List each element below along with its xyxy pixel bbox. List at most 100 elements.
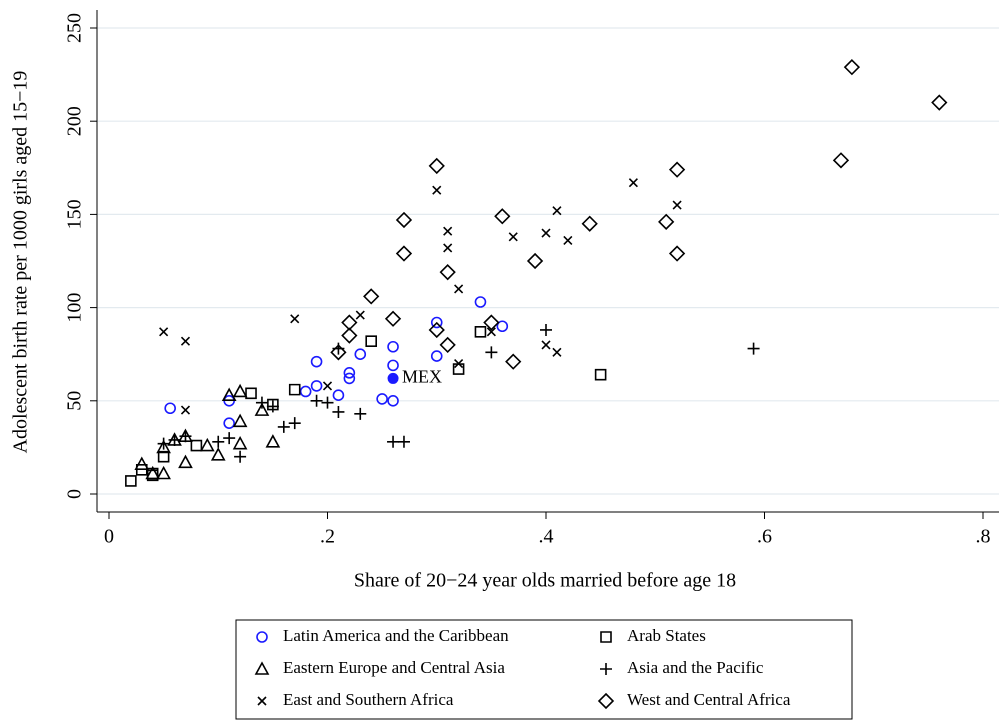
marker-x (552, 347, 562, 357)
marker-square (157, 450, 170, 463)
marker-triangle (265, 434, 281, 448)
marker-triangle (221, 387, 237, 402)
marker-circle (256, 631, 268, 643)
marker-x (541, 228, 551, 238)
marker-diamond (330, 344, 347, 361)
legend-item: Latin America and the Caribbean (256, 626, 509, 645)
marker-x (443, 226, 453, 236)
marker-diamond (341, 327, 358, 344)
marker-triangle (254, 402, 270, 416)
marker-circle (354, 348, 367, 360)
marker-x (159, 327, 169, 337)
marker-plus (332, 405, 345, 418)
x-axis-title: Share of 20−24 year olds married before … (354, 570, 736, 592)
marker-x (443, 243, 453, 253)
legend-label: Arab States (627, 626, 706, 645)
marker-plus (485, 346, 498, 359)
marker-x (454, 358, 464, 369)
marker-square (600, 631, 612, 643)
marker-circle (343, 367, 356, 379)
marker-x (355, 310, 365, 320)
marker-circle (387, 359, 399, 372)
x-tick-label: .6 (757, 526, 772, 548)
x-tick-label: 0 (104, 526, 114, 548)
marker-diamond (526, 252, 544, 270)
marker-circle (299, 385, 312, 398)
annotation-label: MEX (402, 367, 442, 387)
marker-plus (540, 323, 552, 336)
marker-x (180, 336, 191, 346)
x-tick-label: .2 (320, 526, 335, 548)
marker-square (190, 439, 203, 452)
y-tick-label: 200 (64, 106, 86, 136)
marker-circle (387, 341, 399, 353)
marker-plus (747, 342, 760, 355)
marker-triangle (156, 439, 171, 454)
marker-circle (310, 380, 323, 392)
marker-plus (397, 435, 410, 448)
legend-box (235, 619, 853, 720)
marker-triangle (232, 383, 248, 398)
marker-square (594, 368, 607, 381)
marker-diamond (668, 161, 686, 178)
marker-diamond (581, 215, 598, 232)
legend-label: East and Southern Africa (283, 690, 454, 709)
marker-diamond (668, 245, 686, 262)
marker-circle (343, 372, 356, 385)
marker-plus (277, 420, 290, 433)
marker-plus (354, 407, 367, 420)
marker-plus (321, 396, 334, 409)
marker-plus (157, 437, 170, 450)
marker-triangle (145, 465, 161, 480)
marker-x (257, 696, 267, 706)
marker-triangle (254, 661, 270, 675)
marker-plus (255, 396, 268, 409)
marker-circle (474, 296, 487, 308)
y-tick-label: 50 (64, 391, 86, 411)
y-tick-label: 250 (64, 13, 86, 43)
marker-x (432, 185, 442, 195)
marker-x (290, 314, 300, 324)
marker-plus (266, 400, 279, 413)
marker-x (672, 200, 682, 210)
marker-triangle (199, 437, 215, 452)
marker-diamond (395, 211, 413, 229)
marker-diamond (395, 245, 413, 262)
legend-item: Arab States (600, 626, 706, 645)
marker-diamond (832, 152, 850, 169)
marker-plus (387, 435, 400, 448)
marker-diamond (363, 288, 380, 305)
marker-square (474, 326, 487, 338)
legend-item: West and Central Africa (597, 690, 791, 710)
marker-diamond (341, 314, 358, 331)
marker-x (552, 206, 562, 216)
marker-plus (179, 430, 192, 443)
marker-diamond (428, 157, 445, 175)
marker-plus (223, 432, 236, 445)
marker-plus (234, 450, 247, 463)
y-tick-label: 0 (64, 489, 86, 499)
y-tick-label: 150 (64, 199, 86, 229)
y-tick-label: 100 (64, 293, 86, 323)
marker-plus (212, 435, 225, 448)
marker-diamond (597, 692, 615, 710)
marker-plus (168, 433, 181, 446)
legend-label: West and Central Africa (627, 690, 791, 709)
marker-triangle (156, 465, 171, 480)
marker-circle (310, 355, 323, 368)
marker-x (628, 178, 638, 188)
marker-circle (430, 350, 443, 362)
legend-label: Latin America and the Caribbean (283, 626, 509, 645)
marker-triangle (134, 456, 150, 470)
marker-square (135, 463, 148, 476)
marker-diamond (439, 264, 456, 281)
legend-label: Asia and the Pacific (627, 658, 764, 677)
marker-x (180, 405, 191, 415)
marker-square (245, 387, 257, 400)
marker-diamond (384, 310, 402, 327)
marker-x (322, 381, 333, 391)
marker-circle (376, 393, 388, 405)
marker-circle (223, 417, 235, 429)
legend-item: East and Southern Africa (257, 690, 454, 709)
